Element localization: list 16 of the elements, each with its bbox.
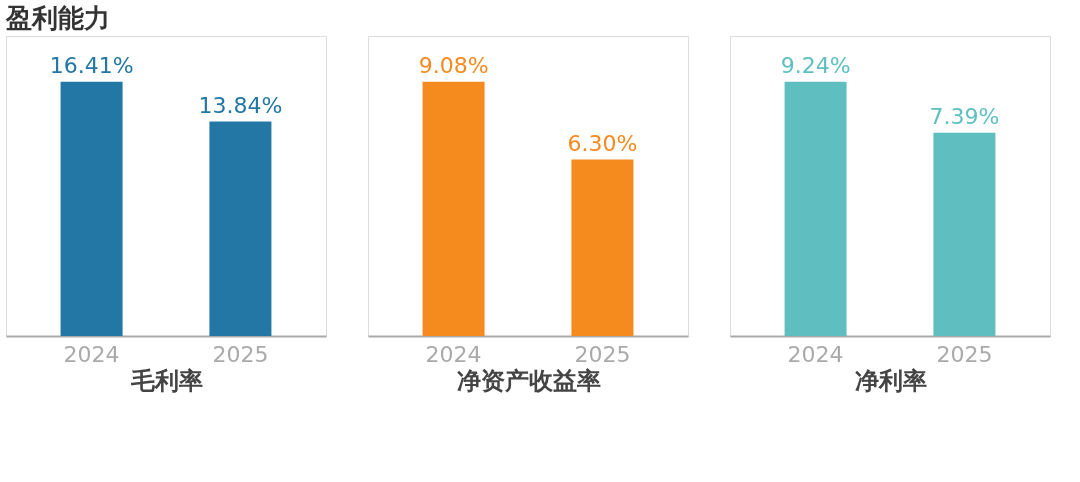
data-label: 9.08% bbox=[418, 52, 489, 78]
x-tick-label: 2024 bbox=[425, 341, 482, 367]
data-label: 16.41% bbox=[49, 52, 134, 78]
x-tick-label: 2025 bbox=[212, 341, 269, 367]
data-label: 9.24% bbox=[780, 52, 851, 78]
x-tick-label: 2024 bbox=[63, 341, 120, 367]
x-tick-label: 2025 bbox=[936, 341, 993, 367]
x-tick-label: 2025 bbox=[574, 341, 631, 367]
x-tick-label: 2024 bbox=[787, 341, 844, 367]
data-label: 7.39% bbox=[929, 103, 1000, 129]
data-label: 6.30% bbox=[567, 130, 638, 156]
x-axis-title: 净资产收益率 bbox=[456, 366, 601, 395]
data-label: 13.84% bbox=[198, 92, 283, 118]
x-axis-title: 净利率 bbox=[854, 366, 927, 395]
chart-title: 盈利能力 bbox=[4, 2, 110, 33]
x-axis-title: 毛利率 bbox=[129, 366, 203, 395]
